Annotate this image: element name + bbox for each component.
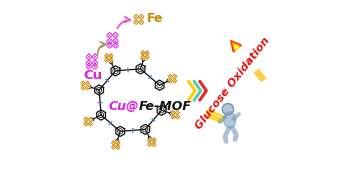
Polygon shape	[238, 50, 245, 57]
Text: Cu@: Cu@	[108, 100, 139, 113]
Text: Fe-MOF: Fe-MOF	[139, 100, 192, 113]
Text: Fe: Fe	[147, 12, 163, 25]
Polygon shape	[232, 43, 240, 51]
Text: Cu: Cu	[83, 69, 102, 82]
Text: Glucose Oxidation: Glucose Oxidation	[194, 35, 272, 131]
Polygon shape	[246, 66, 250, 75]
Circle shape	[242, 55, 249, 62]
Polygon shape	[231, 41, 242, 52]
Polygon shape	[253, 60, 262, 64]
Circle shape	[222, 104, 234, 115]
Polygon shape	[234, 45, 239, 50]
Ellipse shape	[238, 50, 257, 71]
Ellipse shape	[224, 112, 236, 128]
